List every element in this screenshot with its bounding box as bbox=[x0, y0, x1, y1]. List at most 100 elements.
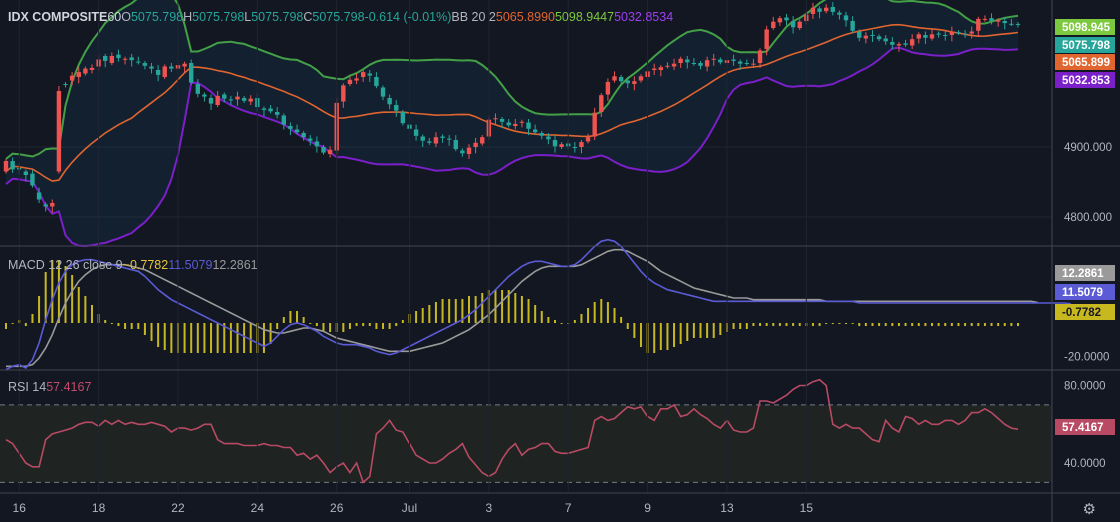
macd-histogram-bar bbox=[64, 266, 67, 323]
rsi-label[interactable]: RSI 14 bbox=[8, 380, 47, 394]
gear-icon[interactable]: ⚙ bbox=[1082, 501, 1096, 518]
rsi-pane[interactable]: 80.0000 40.0000 57.4167 bbox=[0, 378, 1115, 484]
macd-histogram-bar bbox=[547, 317, 550, 323]
low-label: L bbox=[244, 10, 252, 24]
candle-body bbox=[149, 66, 154, 69]
candle-body bbox=[989, 18, 994, 21]
macd-histogram-bar bbox=[884, 323, 887, 326]
macd-histogram-bar bbox=[448, 299, 451, 323]
candle-body bbox=[890, 42, 895, 45]
macd-histogram-bar bbox=[395, 323, 398, 326]
candle-body bbox=[843, 15, 849, 21]
candle-body bbox=[182, 63, 187, 67]
open-value: 5075.798 bbox=[130, 10, 184, 24]
x-tick-label: 16 bbox=[13, 501, 27, 515]
macd-histogram-bar bbox=[24, 323, 27, 326]
macd-histogram-bar bbox=[540, 311, 543, 323]
candle-body bbox=[109, 56, 115, 63]
bb-label[interactable]: BB 20 2 bbox=[451, 10, 496, 24]
symbol-name[interactable]: IDX COMPOSITE bbox=[8, 10, 108, 24]
candle-body bbox=[321, 147, 326, 153]
price-pane[interactable]: 4800.000 4900.000 5098.945 5075.798 5065.899… bbox=[0, 0, 1115, 248]
candle-body bbox=[612, 76, 617, 81]
price-legend: IDX COMPOSITE60O5075.798H5075.798L5075.7… bbox=[8, 10, 673, 24]
price-tag-label: 5065.899 bbox=[1062, 57, 1110, 69]
rsi-line bbox=[5, 378, 1019, 484]
candle-body bbox=[308, 138, 313, 141]
x-tick-label: Jul bbox=[402, 501, 417, 515]
candle-body bbox=[585, 137, 591, 142]
macd-histogram-bar bbox=[329, 323, 332, 332]
rsi-tag bbox=[1055, 419, 1115, 435]
candle-body bbox=[162, 66, 167, 77]
price-tick-label: 4800.000 bbox=[1064, 212, 1112, 224]
macd-histogram-bar bbox=[606, 302, 609, 323]
candle-body bbox=[678, 58, 683, 63]
candle-body bbox=[387, 98, 392, 105]
macd-histogram-bar bbox=[1017, 323, 1019, 326]
candle-body bbox=[427, 141, 432, 143]
candle-body bbox=[83, 68, 88, 74]
candle-body bbox=[698, 63, 703, 66]
macd-histogram-bar bbox=[236, 323, 239, 353]
candle-body bbox=[903, 43, 908, 45]
macd-histogram-bar bbox=[580, 314, 583, 323]
macd-histogram-bar bbox=[990, 323, 993, 326]
candle-body bbox=[539, 133, 544, 136]
candle-body bbox=[129, 57, 134, 61]
macd-histogram-bar bbox=[527, 299, 530, 323]
candle-body bbox=[559, 144, 564, 147]
candle-body bbox=[671, 63, 677, 67]
macd-histogram-bar bbox=[560, 323, 563, 324]
candle-body bbox=[652, 68, 657, 70]
candle-body bbox=[923, 35, 928, 38]
candle-body bbox=[374, 77, 379, 87]
candle-body bbox=[89, 67, 95, 70]
candle-body bbox=[784, 17, 789, 21]
candle-body bbox=[56, 91, 62, 172]
candle-body bbox=[274, 112, 280, 115]
interval-label[interactable]: 60 bbox=[107, 10, 122, 24]
macd-histogram-bar bbox=[11, 323, 14, 324]
rsi-legend: RSI 1457.4167 bbox=[8, 380, 91, 394]
candle-body bbox=[208, 98, 214, 104]
macd-histogram-bar bbox=[633, 323, 636, 338]
candle-body bbox=[30, 173, 35, 186]
candle-body bbox=[830, 7, 835, 12]
macd-histogram-bar bbox=[309, 323, 312, 324]
macd-histogram-bar bbox=[269, 323, 272, 344]
candle-body bbox=[599, 95, 604, 112]
macd-histogram-bar bbox=[831, 323, 834, 324]
candle-body bbox=[281, 115, 287, 125]
low-value: 5075.798 bbox=[251, 10, 304, 24]
macd-line bbox=[5, 238, 1071, 371]
macd-histogram-bar bbox=[163, 323, 166, 350]
rsi-band-fill bbox=[0, 404, 1052, 483]
macd-tag bbox=[1055, 284, 1115, 300]
macd-histogram-bar bbox=[368, 323, 371, 326]
close-label: C bbox=[303, 10, 313, 24]
x-tick-label: 13 bbox=[720, 501, 734, 515]
candle-body bbox=[817, 8, 822, 12]
candle-body bbox=[473, 142, 478, 147]
macd-label[interactable]: MACD 12 26 close 9 bbox=[8, 258, 123, 272]
macd-histogram-bar bbox=[434, 302, 437, 323]
macd-histogram-bar bbox=[362, 323, 365, 326]
macd-histogram-bar bbox=[712, 323, 715, 338]
candle-body bbox=[228, 99, 234, 101]
macd-histogram-bar bbox=[686, 323, 689, 341]
macd-histogram-bar bbox=[249, 323, 252, 353]
candle-body bbox=[400, 112, 406, 124]
candle-body bbox=[896, 44, 902, 46]
macd-histogram-bar bbox=[679, 323, 682, 344]
macd-histogram-bar bbox=[917, 323, 920, 326]
candle-body bbox=[744, 63, 750, 64]
price-tag bbox=[1055, 19, 1115, 35]
price-tick-label: 4900.000 bbox=[1064, 142, 1112, 154]
macd-histogram-bar bbox=[520, 296, 523, 323]
macd-histogram-bar bbox=[461, 299, 464, 323]
macd-histogram-bar bbox=[653, 323, 656, 353]
candle-body bbox=[863, 35, 869, 39]
candle-body bbox=[69, 75, 75, 81]
